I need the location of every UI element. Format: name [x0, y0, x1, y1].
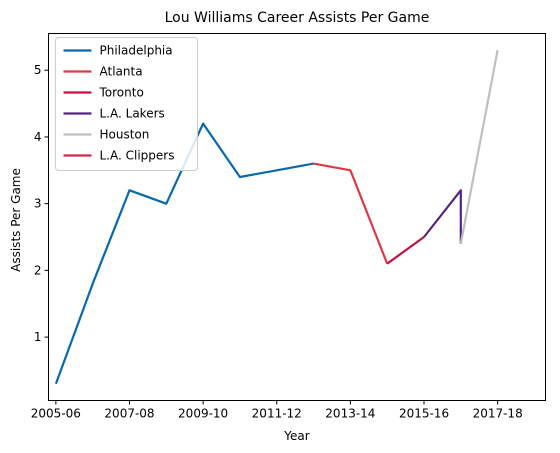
x-tick-label: 2011-12	[252, 407, 302, 421]
x-tick-label: 2005-06	[31, 407, 81, 421]
x-tick-label: 2013-14	[325, 407, 375, 421]
axis-ticks: 1 2 3 4 5 2005-06 2007-08 2009-10 2011-12 2013-14…	[31, 63, 523, 420]
legend-label: Atlanta	[100, 65, 143, 79]
y-axis-title: Assists Per Game	[9, 168, 23, 272]
plot-area-frame	[48, 33, 546, 401]
legend-label: L.A. Clippers	[100, 149, 175, 163]
y-tick-label: 3	[34, 197, 42, 211]
x-tick-label: 2015-16	[399, 407, 449, 421]
x-axis-title: Year	[283, 429, 309, 443]
series-line	[386, 236, 425, 265]
y-tick-label: 5	[34, 63, 42, 77]
legend-label: Philadelphia	[100, 44, 173, 58]
chart-title: Lou Williams Career Assists Per Game	[165, 10, 430, 26]
series-line	[313, 162, 389, 265]
legend-label: Houston	[100, 128, 150, 142]
y-tick-label: 2	[34, 263, 42, 277]
y-tick-label: 4	[34, 130, 42, 144]
legend-label: Toronto	[99, 86, 144, 100]
x-tick-label: 2009-10	[178, 407, 228, 421]
legend-label: L.A. Lakers	[100, 107, 165, 121]
y-tick-label: 1	[34, 330, 42, 344]
series-line	[459, 49, 499, 244]
x-tick-label: 2017-18	[473, 407, 523, 421]
legend: Philadelphia Atlanta Toronto L.A. Lakers Hou…	[55, 37, 198, 171]
x-tick-label: 2007-08	[104, 407, 154, 421]
series-line	[423, 189, 462, 244]
